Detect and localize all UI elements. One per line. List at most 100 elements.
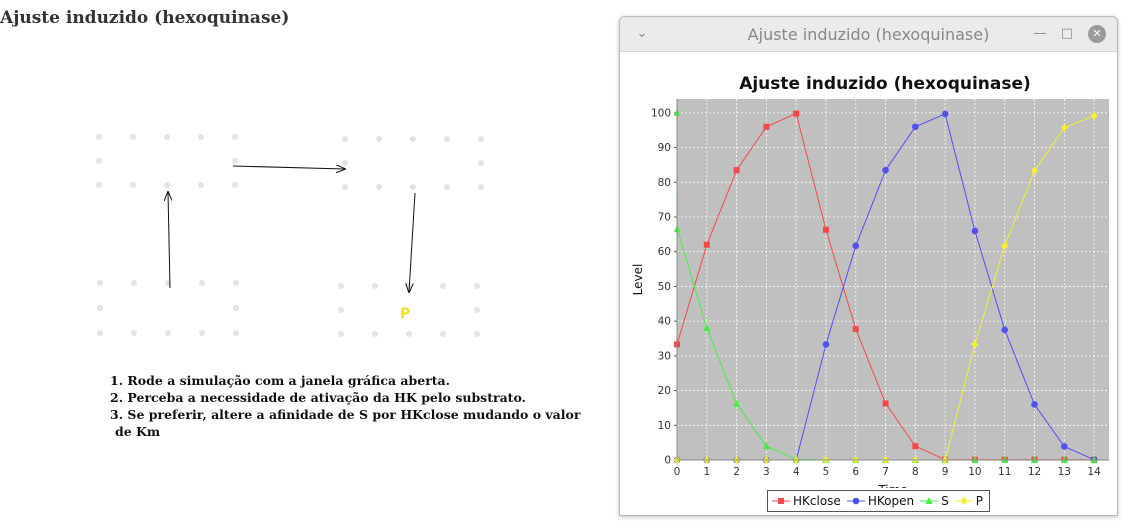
particle-dot: [372, 283, 378, 289]
window-title: Ajuste induzido (hexoquinase): [747, 25, 990, 44]
particle-dot: [478, 136, 484, 142]
particle-grid: [96, 134, 484, 337]
data-point: [1001, 326, 1009, 334]
particle-dot: [199, 330, 205, 336]
particle-dot: [164, 182, 170, 188]
data-point: [925, 497, 933, 504]
particle-dot: [232, 158, 238, 164]
data-point: [778, 498, 784, 504]
legend-swatch: [954, 497, 973, 505]
legend-item: HKclose: [772, 494, 841, 508]
particle-dot: [440, 331, 446, 337]
particle-dot: [342, 136, 348, 142]
particle-dot: [444, 136, 450, 142]
particle-dot: [96, 158, 102, 164]
particle-dot: [199, 280, 205, 286]
data-point: [793, 110, 800, 117]
data-point: [703, 241, 710, 248]
x-tick-label: 12: [1028, 466, 1041, 478]
particle-dot: [198, 182, 204, 188]
particle-dot: [198, 134, 204, 140]
y-tick-label: 80: [658, 177, 671, 189]
data-point: [1060, 123, 1068, 132]
particle-dot: [338, 331, 344, 337]
data-point: [941, 110, 949, 118]
legend-label: HKopen: [867, 494, 915, 508]
particle-dot: [233, 330, 239, 336]
chart-window[interactable]: ⌄ Ajuste induzido (hexoquinase) — □ ✕ Aj…: [619, 16, 1118, 516]
data-point: [882, 166, 889, 174]
close-icon[interactable]: ✕: [1088, 25, 1106, 43]
y-tick-label: 90: [658, 142, 671, 154]
particle-dot: [233, 280, 239, 286]
particle-dot: [131, 280, 137, 286]
x-tick-label: 9: [942, 466, 949, 478]
legend-label: P: [975, 494, 983, 508]
y-tick-label: 70: [658, 212, 671, 224]
particle-dot: [410, 184, 416, 190]
x-axis-label: Time: [877, 483, 907, 488]
y-tick-label: 10: [658, 420, 671, 432]
legend-swatch: [920, 497, 939, 504]
particle-dot: [440, 283, 446, 289]
data-point: [960, 497, 968, 505]
particle-dot: [478, 160, 484, 166]
x-tick-label: 13: [1058, 466, 1071, 478]
particle-dot: [130, 134, 136, 140]
maximize-icon[interactable]: □: [1060, 26, 1074, 41]
y-tick-label: 20: [658, 385, 671, 397]
y-axis-label: Level: [631, 264, 645, 296]
instruction-item: 3. Se preferir, altere a afinidade de S …: [110, 407, 581, 439]
particle-dot: [96, 134, 102, 140]
x-tick-label: 5: [823, 466, 830, 478]
data-point: [971, 227, 979, 235]
particle-dot: [338, 283, 344, 289]
data-point: [733, 399, 741, 407]
y-tick-label: 100: [651, 107, 671, 119]
data-point: [822, 226, 829, 233]
plot-area: [677, 99, 1109, 460]
data-point: [1001, 241, 1009, 250]
legend-label: HKclose: [793, 494, 841, 508]
particle-dot: [96, 182, 102, 188]
particle-dot: [406, 331, 412, 337]
particle-dot: [376, 184, 382, 190]
x-tick-label: 14: [1087, 466, 1101, 478]
simulation-canvas[interactable]: P: [0, 0, 600, 360]
x-tick-label: 11: [998, 466, 1011, 478]
arrow-down: [409, 192, 416, 292]
chevron-down-icon[interactable]: ⌄: [636, 26, 648, 41]
data-point: [852, 326, 859, 333]
line-chart: Ajuste induzido (hexoquinase)0 1 2 3 4 5 6 7 8 9 1…: [631, 74, 1109, 488]
x-tick-label: 2: [733, 466, 740, 478]
particle-dot: [342, 160, 348, 166]
minimize-icon[interactable]: —: [1033, 26, 1047, 41]
particle-dot: [338, 307, 344, 313]
data-point: [1061, 443, 1068, 450]
y-tick-label: 30: [658, 350, 671, 362]
data-point: [852, 242, 860, 250]
legend-swatch: [772, 498, 790, 504]
data-point: [1031, 401, 1038, 408]
y-tick-label: 60: [658, 246, 671, 258]
particle-dot: [474, 331, 480, 337]
window-titlebar[interactable]: ⌄ Ajuste induzido (hexoquinase) — □ ✕: [620, 17, 1117, 52]
data-point: [733, 167, 740, 174]
particle-dot: [410, 136, 416, 142]
data-point: [852, 497, 860, 505]
data-point: [1031, 166, 1039, 175]
particle-dot: [97, 305, 103, 311]
legend-label: S: [941, 494, 949, 508]
legend-item: HKopen: [846, 494, 915, 508]
particle-dot: [342, 184, 348, 190]
data-point: [763, 123, 770, 130]
arrow-right: [232, 166, 345, 169]
particle-dot: [372, 331, 378, 337]
data-point: [1090, 111, 1098, 120]
data-point: [912, 443, 919, 450]
chart-legend: HKclose HKopen S P: [767, 490, 990, 512]
data-point: [912, 123, 919, 131]
legend-item: S: [920, 494, 949, 508]
x-tick-label: 3: [763, 466, 770, 478]
x-tick-label: 8: [912, 466, 919, 478]
